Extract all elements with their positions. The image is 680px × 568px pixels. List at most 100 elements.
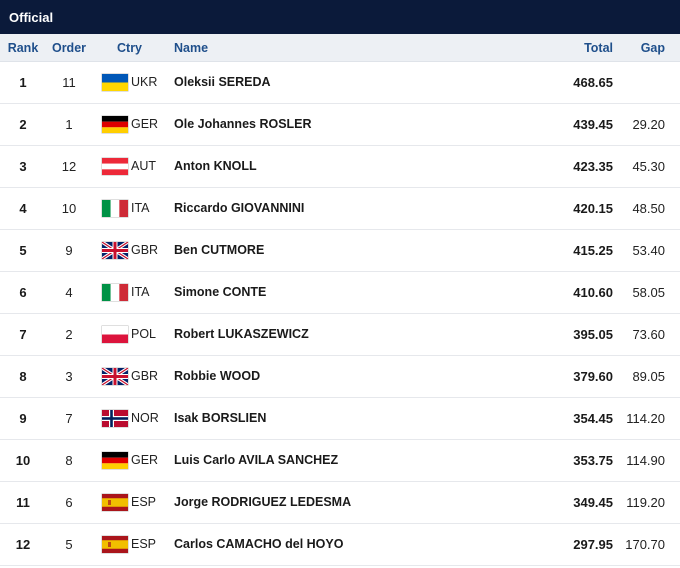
flag-cell — [102, 242, 128, 259]
athlete-name-cell[interactable]: Robbie WOOD — [174, 369, 261, 383]
flag-cell — [102, 536, 128, 553]
poland-flag-icon — [102, 326, 128, 343]
flag-cell — [102, 368, 128, 385]
athlete-name-cell[interactable]: Robert LUKASZEWICZ — [174, 327, 309, 341]
table-row[interactable]: 10 8 GER Luis Carlo AVILA SANCHEZ 353.75… — [0, 440, 680, 482]
total-cell: 420.15 — [573, 201, 613, 216]
country-cell: UKR — [131, 75, 158, 89]
rank-cell: 6 — [19, 285, 27, 300]
total-cell: 297.95 — [573, 537, 613, 552]
table-header: Rank Order Ctry Name Total Gap — [0, 34, 680, 62]
order-cell: 3 — [65, 369, 73, 384]
germany-flag-icon — [102, 116, 128, 133]
country-cell: GBR — [131, 369, 159, 383]
table-row[interactable]: 8 3 GBR Robbie WOOD 379.60 89.05 — [0, 356, 680, 398]
total-cell: 353.75 — [573, 453, 613, 468]
results-table-body: 1 11 UKR Oleksii SEREDA 468.65 2 1 GER O… — [0, 62, 680, 566]
athlete-name-cell[interactable]: Ole Johannes ROSLER — [174, 117, 312, 131]
table-row[interactable]: 3 12 AUT Anton KNOLL 423.35 45.30 — [0, 146, 680, 188]
flag-cell — [102, 284, 128, 301]
flag-cell — [102, 74, 128, 91]
athlete-name-cell[interactable]: Luis Carlo AVILA SANCHEZ — [174, 453, 339, 467]
rank-cell: 11 — [16, 495, 30, 510]
gap-cell: 114.20 — [626, 411, 665, 426]
column-header-order[interactable]: Order — [51, 41, 87, 55]
total-cell: 415.25 — [573, 243, 613, 258]
norway-flag-icon — [102, 410, 128, 427]
column-header-country[interactable]: Ctry — [117, 41, 143, 55]
table-row[interactable]: 5 9 GBR Ben CUTMORE 415.25 53.40 — [0, 230, 680, 272]
athlete-name-cell[interactable]: Oleksii SEREDA — [174, 75, 271, 89]
total-cell: 395.05 — [573, 327, 613, 342]
spain-flag-icon — [102, 494, 128, 511]
country-cell: GBR — [131, 243, 159, 257]
athlete-name-cell[interactable]: Jorge RODRIGUEZ LEDESMA — [174, 495, 352, 509]
gap-cell: 29.20 — [632, 117, 665, 132]
flag-cell — [102, 326, 128, 343]
table-row[interactable]: 4 10 ITA Riccardo GIOVANNINI 420.15 48.5… — [0, 188, 680, 230]
athlete-name-cell[interactable]: Carlos CAMACHO del HOYO — [174, 537, 344, 551]
germany-flag-icon — [102, 452, 128, 469]
athlete-name-cell[interactable]: Ben CUTMORE — [174, 243, 265, 257]
rank-cell: 9 — [19, 411, 27, 426]
gap-cell: 89.05 — [632, 369, 665, 384]
gap-cell: 114.90 — [626, 453, 665, 468]
country-cell: ESP — [131, 537, 157, 551]
gap-cell: 119.20 — [626, 495, 665, 510]
uk-flag-icon — [102, 368, 128, 385]
flag-cell — [102, 158, 128, 175]
table-row[interactable]: 6 4 ITA Simone CONTE 410.60 58.05 — [0, 272, 680, 314]
rank-cell: 10 — [15, 453, 31, 468]
rank-cell: 4 — [19, 201, 27, 216]
gap-cell: 53.40 — [632, 243, 665, 258]
spain-flag-icon — [102, 536, 128, 553]
order-cell: 10 — [61, 201, 77, 216]
order-cell: 2 — [65, 327, 73, 342]
total-cell: 423.35 — [573, 159, 613, 174]
rank-cell: 3 — [19, 159, 27, 174]
table-row[interactable]: 1 11 UKR Oleksii SEREDA 468.65 — [0, 62, 680, 104]
column-header-total[interactable]: Total — [584, 41, 613, 55]
athlete-name-cell[interactable]: Anton KNOLL — [174, 159, 257, 173]
column-header-gap[interactable]: Gap — [640, 41, 665, 55]
ukraine-flag-icon — [102, 74, 128, 91]
rank-cell: 8 — [19, 369, 27, 384]
country-cell: ESP — [131, 495, 157, 509]
total-cell: 349.45 — [573, 495, 613, 510]
total-cell: 468.65 — [573, 75, 613, 90]
table-row[interactable]: 9 7 NOR Isak BORSLIEN 354.45 114.20 — [0, 398, 680, 440]
table-row[interactable]: 7 2 POL Robert LUKASZEWICZ 395.05 73.60 — [0, 314, 680, 356]
athlete-name-cell[interactable]: Simone CONTE — [174, 285, 267, 299]
gap-cell: 45.30 — [632, 159, 665, 174]
country-cell: AUT — [131, 159, 156, 173]
flag-cell — [102, 410, 128, 427]
order-cell: 4 — [65, 285, 73, 300]
country-cell: GER — [131, 453, 159, 467]
order-cell: 12 — [61, 159, 77, 174]
column-header-rank[interactable]: Rank — [7, 41, 39, 55]
country-cell: POL — [131, 327, 157, 341]
order-cell: 1 — [65, 117, 73, 132]
table-row[interactable]: 11 6 ESP Jorge RODRIGUEZ LEDESMA 349.45 … — [0, 482, 680, 524]
table-row[interactable]: 12 5 ESP Carlos CAMACHO del HOYO 297.95 … — [0, 524, 680, 566]
order-cell: 9 — [65, 243, 73, 258]
table-row[interactable]: 2 1 GER Ole Johannes ROSLER 439.45 29.20 — [0, 104, 680, 146]
order-cell: 11 — [62, 75, 76, 90]
gap-cell: 170.70 — [625, 537, 665, 552]
rank-cell: 5 — [19, 243, 27, 258]
order-cell: 5 — [65, 537, 73, 552]
total-cell: 379.60 — [573, 369, 613, 384]
italy-flag-icon — [102, 284, 128, 301]
athlete-name-cell[interactable]: Isak BORSLIEN — [174, 411, 267, 425]
country-cell: ITA — [131, 285, 150, 299]
gap-cell: 58.05 — [632, 285, 665, 300]
rank-cell: 1 — [19, 75, 27, 90]
athlete-name-cell[interactable]: Riccardo GIOVANNINI — [174, 201, 305, 215]
gap-cell: 73.60 — [632, 327, 665, 342]
flag-cell — [102, 200, 128, 217]
country-cell: GER — [131, 117, 159, 131]
flag-cell — [102, 494, 128, 511]
column-header-name[interactable]: Name — [174, 41, 209, 55]
flag-cell — [102, 116, 128, 133]
